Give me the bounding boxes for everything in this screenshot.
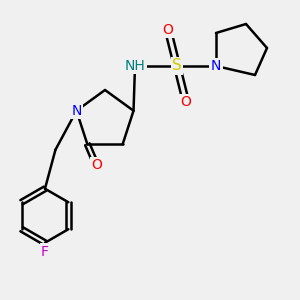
Text: N: N <box>71 104 82 118</box>
Text: O: O <box>181 95 191 109</box>
Text: N: N <box>211 59 221 73</box>
Text: S: S <box>172 58 182 74</box>
Text: NH: NH <box>124 59 146 73</box>
Text: F: F <box>41 245 49 259</box>
Text: O: O <box>91 158 102 172</box>
Text: O: O <box>163 23 173 37</box>
